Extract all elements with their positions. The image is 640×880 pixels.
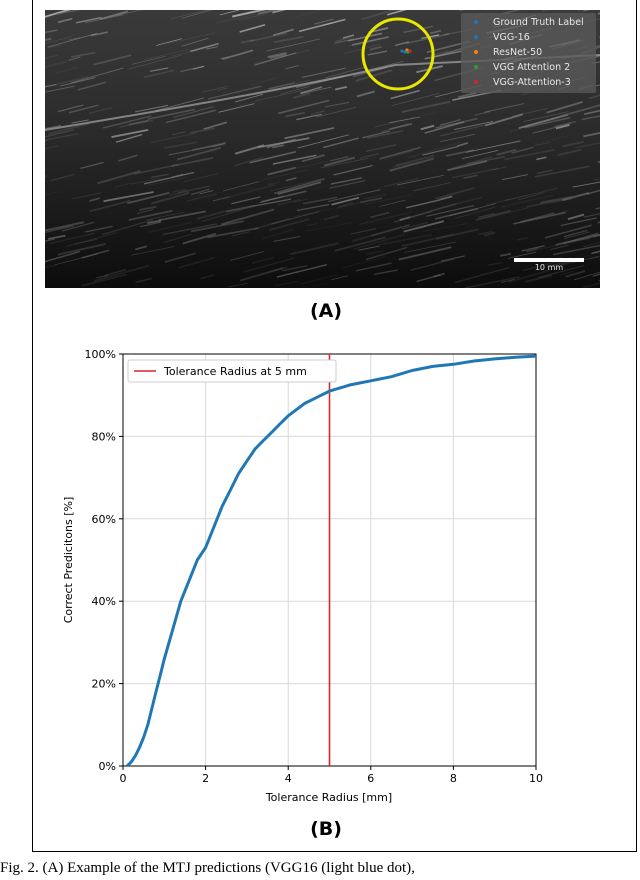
x-tick-label: 10 — [529, 772, 543, 785]
panel-b-label: (B) — [286, 818, 366, 840]
x-tick-label: 4 — [285, 772, 292, 785]
highlight-circle — [363, 19, 433, 89]
panel-a-label: (A) — [286, 300, 366, 322]
figure-caption: Fig. 2. (A) Example of the MTJ predictio… — [0, 860, 640, 880]
y-tick-label: 40% — [92, 595, 116, 608]
x-tick-label: 2 — [202, 772, 209, 785]
x-axis-label: Tolerance Radius [mm] — [265, 791, 392, 804]
chart-legend-label: Tolerance Radius at 5 mm — [163, 365, 307, 378]
vgg-attention3-dot — [408, 49, 411, 52]
y-tick-label: 0% — [99, 760, 116, 773]
scale-bar — [514, 258, 584, 262]
x-tick-label: 8 — [450, 772, 457, 785]
y-axis-label: Correct Predicitons [%] — [62, 497, 75, 624]
y-tick-label: 80% — [92, 430, 116, 443]
prediction-overlay — [45, 10, 600, 288]
y-tick-label: 100% — [85, 348, 116, 361]
x-tick-label: 6 — [367, 772, 374, 785]
ground-truth-dot — [400, 49, 403, 52]
y-tick-label: 60% — [92, 513, 116, 526]
x-tick-label: 0 — [120, 772, 127, 785]
y-tick-label: 20% — [92, 678, 116, 691]
scale-bar-label: 10 mm — [514, 263, 584, 272]
series-line — [127, 356, 536, 766]
chart-legend: Tolerance Radius at 5 mm — [128, 360, 336, 382]
